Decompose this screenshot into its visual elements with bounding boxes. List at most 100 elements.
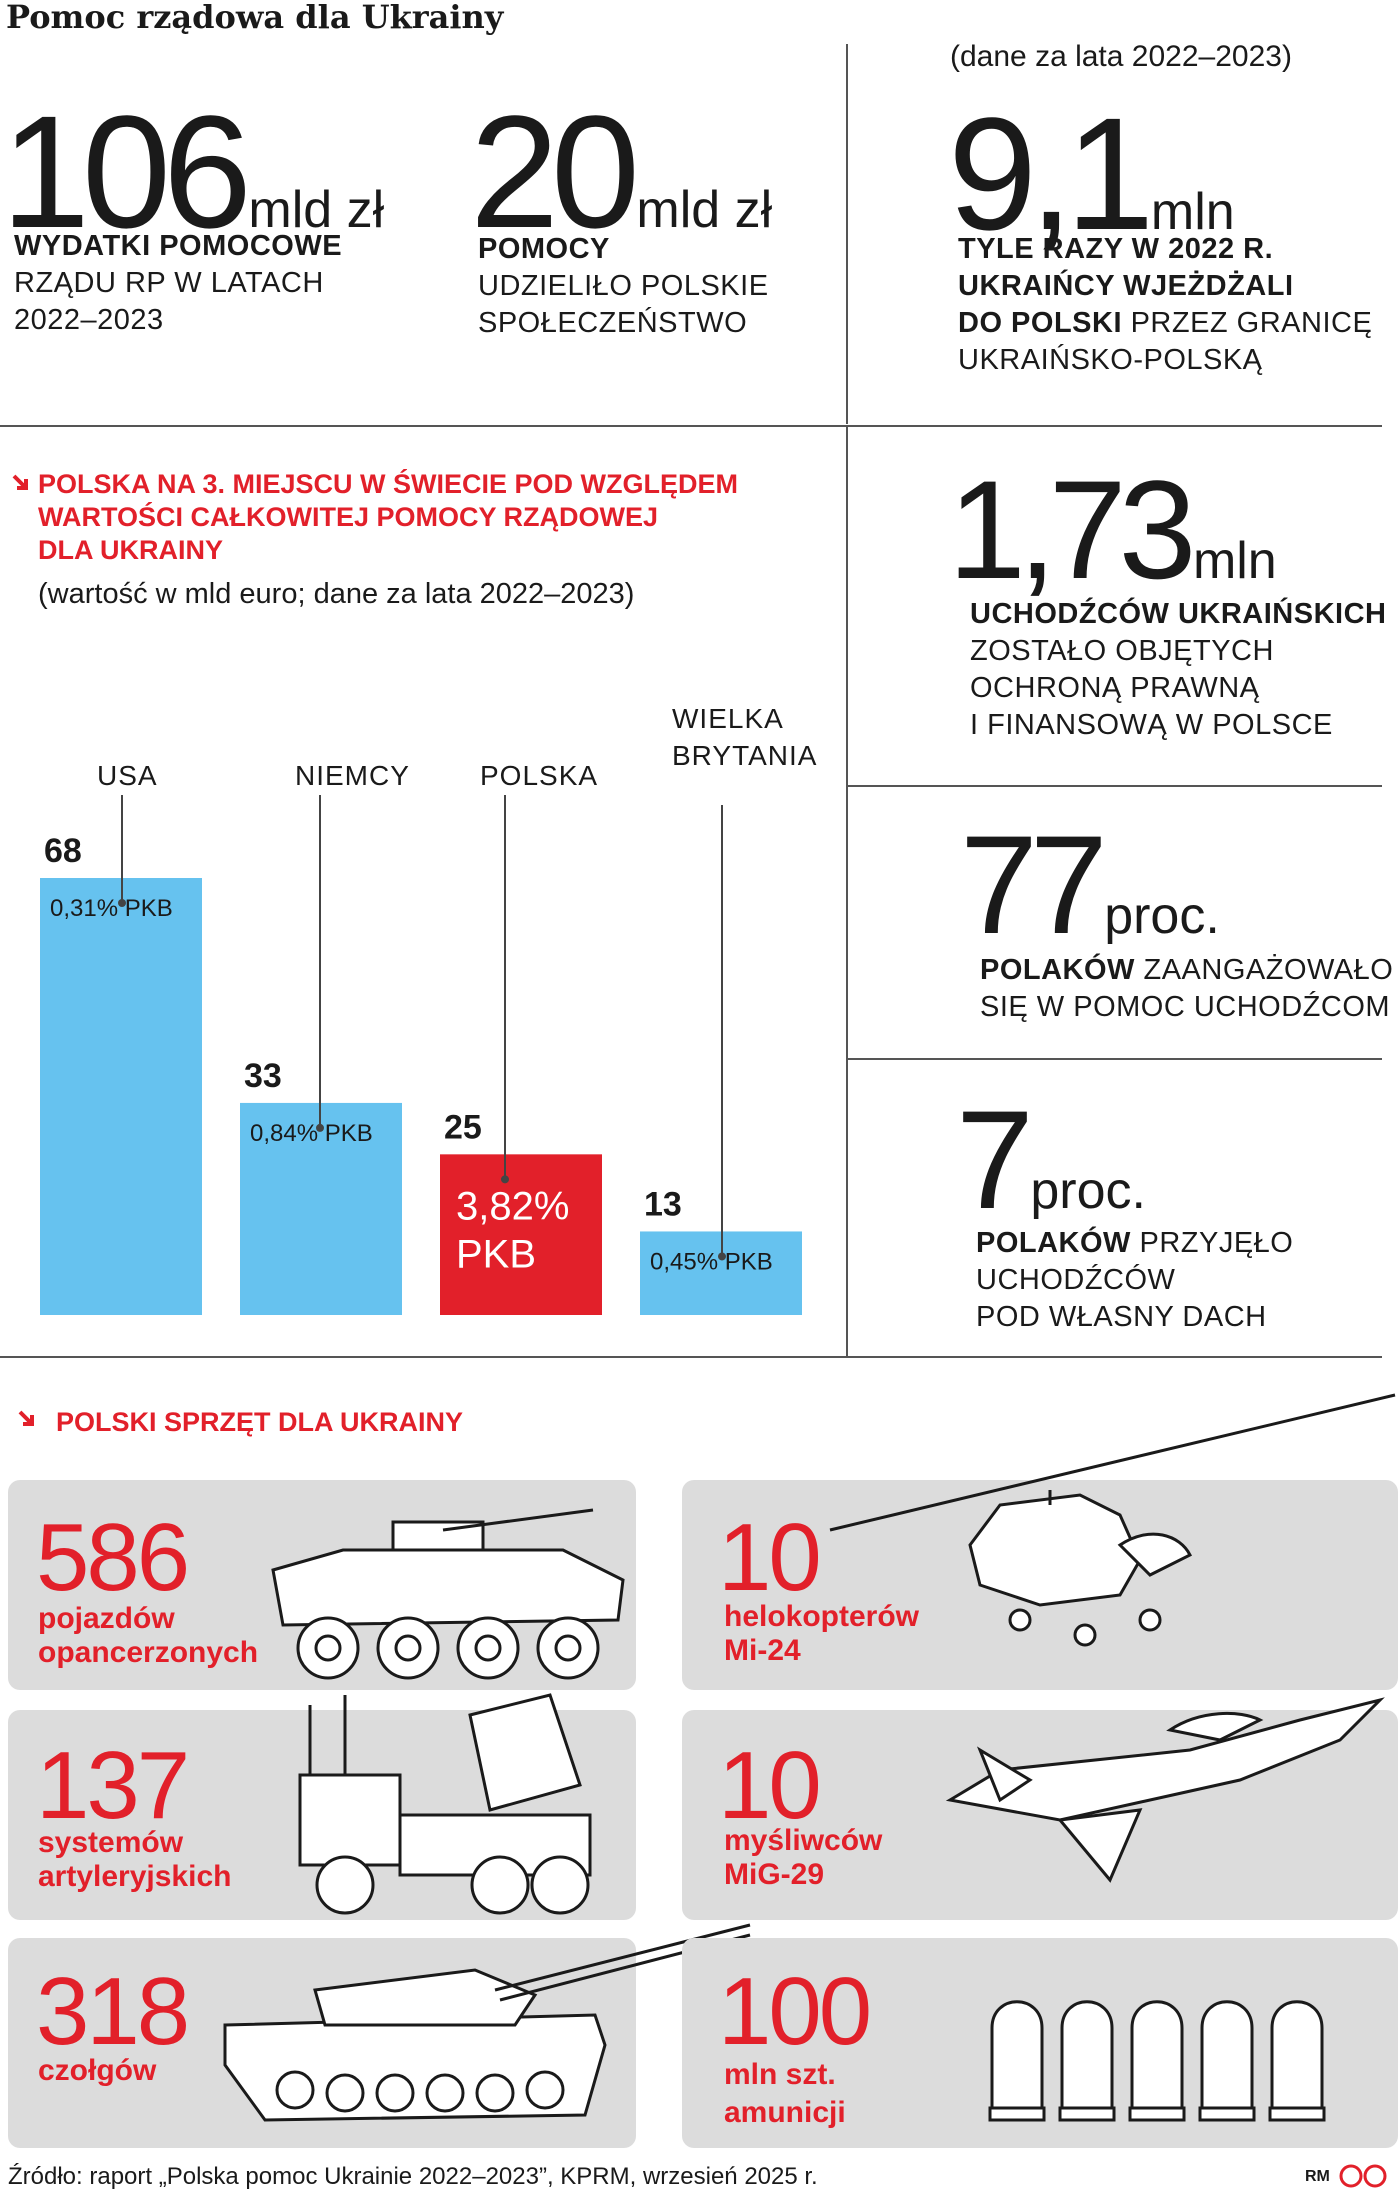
- stat-spending-unit: mld zł: [248, 181, 385, 239]
- stat-spending: 106 mld zł: [1, 92, 384, 252]
- stat-society-rest: UDZIELIŁO POLSKIE SPOŁECZEŃSTWO: [478, 270, 769, 339]
- stat-crossings-caption: TYLE RAZY W 2022 R. UKRAIŃCY WJEŻDŻALI D…: [958, 231, 1378, 379]
- ammunition-icon: [988, 2000, 1326, 2122]
- source-note: Źródło: raport „Polska pomoc Ukrainie 20…: [8, 2163, 818, 2190]
- equipment-card-armored: 586 pojazdów opancerzonych: [8, 1480, 636, 1690]
- helicopter-icon: [829, 1393, 1396, 1647]
- gdp-share-label: 0,31% PKB: [50, 895, 173, 922]
- equipment-label-line1: mln szt.: [724, 2058, 836, 2091]
- gdp-share-label: PKB: [456, 1232, 536, 1276]
- value-label: 13: [644, 1185, 682, 1223]
- gdp-share-label: 3,82%: [456, 1184, 569, 1228]
- equipment-label-line2: MiG-29: [724, 1858, 825, 1891]
- arrow-down-right-icon: [18, 1410, 34, 1426]
- stat-crossings-line2: UKRAIŃCY WJEŻDŻALI: [958, 270, 1294, 302]
- equipment-card-ammunition: 100 mln szt. amunicji: [682, 1938, 1398, 2148]
- stat-refugees-caption: UCHODŹCÓW UKRAIŃSKICH ZOSTAŁO OBJĘTYCH O…: [970, 596, 1390, 744]
- section-divider-2: [0, 1356, 1382, 1358]
- stat-crossings-line3-rest: PRZEZ GRANICĘ: [1122, 307, 1373, 339]
- stat-engaged-rest: ZAANGAŻOWAŁO: [1134, 954, 1394, 986]
- stat-spending-bold: WYDATKI POMOCOWE: [14, 230, 343, 262]
- stat-crossings-line4: UKRAIŃSKO-POLSKĄ: [958, 344, 1263, 376]
- equipment-heading: POLSKI SPRZĘT DLA UKRAINY: [56, 1407, 464, 1437]
- section-divider-1: [0, 425, 1382, 427]
- equipment-label: mln szt. amunicji: [724, 2056, 846, 2132]
- equipment-number: 10: [718, 1732, 822, 1839]
- equipment-label: helokopterów Mi-24: [724, 1600, 919, 1668]
- equipment-label-line1: czołgów: [38, 2054, 157, 2087]
- right-divider-2: [848, 1058, 1382, 1060]
- stat-society: 20 mld zł: [470, 92, 772, 252]
- stat-crossings: 9,1 mln: [948, 94, 1235, 254]
- stat-hosted-bold: POLAKÓW: [976, 1227, 1131, 1259]
- equipment-number: 137: [36, 1732, 190, 1839]
- stat-engaged-bold: POLAKÓW: [980, 954, 1135, 986]
- equipment-label: pojazdów opancerzonych: [38, 1602, 258, 1670]
- equipment-label: systemów artyleryjskich: [38, 1826, 231, 1894]
- stat-hosted-line2: UCHODŹCÓW: [976, 1264, 1176, 1296]
- stat-hosted-number: 7: [956, 1081, 1034, 1238]
- stat-refugees-unit: mln: [1192, 532, 1277, 590]
- stat-crossings-line1: TYLE RAZY W 2022 R.: [958, 233, 1274, 265]
- tank-icon: [223, 1923, 751, 2122]
- stat-hosted-unit: proc.: [1030, 1162, 1146, 1220]
- top-divider-vertical: [846, 44, 848, 424]
- stat-society-caption: POMOCY UDZIELIŁO POLSKIE SPOŁECZEŃSTWO: [478, 231, 778, 342]
- stat-hosted-caption: POLAKÓW PRZYJĘŁO UCHODŹCÓW POD WŁASNY DA…: [976, 1225, 1396, 1336]
- stat-engaged-caption: POLAKÓW ZAANGAŻOWAŁO SIĘ W POMOC UCHODŹC…: [980, 952, 1400, 1026]
- stat-engaged-number: 77: [960, 806, 1108, 963]
- page-title: Pomoc rządowa dla Ukrainy: [6, 0, 504, 36]
- chart-heading-line1: POLSKA NA 3. MIEJSCU W ŚWIECIE POD WZGLĘ…: [38, 469, 739, 499]
- leader-dot: [718, 1252, 726, 1261]
- value-label: 33: [244, 1057, 282, 1095]
- stat-refugees-line3: OCHRONĄ PRAWNĄ: [970, 672, 1260, 704]
- chart-heading-line3: DLA UKRAINY: [38, 535, 223, 565]
- leader-dot: [501, 1175, 509, 1184]
- fighter-jet-icon: [945, 1697, 1385, 1883]
- equipment-label-line2: opancerzonych: [38, 1636, 259, 1669]
- stat-crossings-line3-bold: DO POLSKI: [958, 307, 1123, 339]
- equipment-label: myśliwców MiG-29: [724, 1824, 882, 1892]
- stat-refugees: 1,73 mln: [948, 460, 1277, 600]
- equipment-number: 10: [718, 1504, 822, 1611]
- stat-society-number: 20: [470, 82, 640, 261]
- gdp-share-label: 0,84% PKB: [250, 1120, 373, 1147]
- top-note: (dane za lata 2022–2023): [950, 40, 1292, 73]
- stat-spending-number: 106: [1, 82, 252, 261]
- equipment-number: 100: [718, 1958, 872, 2065]
- equipment-number: 586: [36, 1504, 190, 1611]
- stat-refugees-line4: I FINANSOWĄ W POLSCE: [970, 709, 1333, 741]
- leader-dot: [118, 899, 126, 907]
- stat-engaged: 77 proc.: [960, 815, 1220, 955]
- bar-2: [440, 1154, 602, 1315]
- stat-spending-rest: RZĄDU RP W LATACH 2022–2023: [14, 267, 324, 336]
- stat-hosted: 7 proc.: [956, 1090, 1146, 1230]
- equipment-label-line2: amunicji: [724, 2096, 846, 2129]
- armored-vehicle-icon: [271, 1508, 625, 1680]
- equipment-label-line1: systemów: [38, 1826, 184, 1859]
- gdp-share-label: 0,45% PKB: [650, 1248, 773, 1275]
- category-label: USA: [97, 760, 158, 791]
- stat-refugees-bold: UCHODŹCÓW UKRAIŃSKICH: [970, 598, 1387, 630]
- stat-spending-caption: WYDATKI POMOCOWE RZĄDU RP W LATACH 2022–…: [14, 228, 374, 339]
- chart-heading-line2: WARTOŚCI CAŁKOWITEJ POMOCY RZĄDOWEJ: [38, 502, 659, 532]
- value-label: 25: [444, 1108, 482, 1146]
- credit: RM: [1305, 2168, 1330, 2185]
- equipment-label-line2: artyleryjskich: [38, 1860, 232, 1893]
- equipment-label-line1: myśliwców: [724, 1824, 883, 1857]
- stat-refugees-number: 1,73: [948, 451, 1197, 608]
- equipment-label-line2: Mi-24: [724, 1634, 801, 1667]
- stat-refugees-line2: ZOSTAŁO OBJĘTYCH: [970, 635, 1274, 667]
- chart-heading: POLSKA NA 3. MIEJSCU W ŚWIECIE POD WZGLĘ…: [38, 468, 828, 567]
- equipment-number: 318: [36, 1958, 190, 2065]
- equipment-label-line1: helokopterów: [724, 1600, 920, 1633]
- stat-hosted-rest: PRZYJĘŁO: [1130, 1227, 1294, 1259]
- stat-crossings-unit: mln: [1150, 183, 1235, 241]
- equipment-label: czołgów: [38, 2054, 156, 2088]
- rocket-launcher-icon: [298, 1693, 592, 1915]
- middle-divider-vertical: [846, 425, 848, 1357]
- arrow-down-right-icon: [12, 474, 28, 490]
- category-label: NIEMCY: [295, 760, 410, 791]
- leader-dot: [316, 1123, 324, 1132]
- bar-1: [240, 1102, 402, 1315]
